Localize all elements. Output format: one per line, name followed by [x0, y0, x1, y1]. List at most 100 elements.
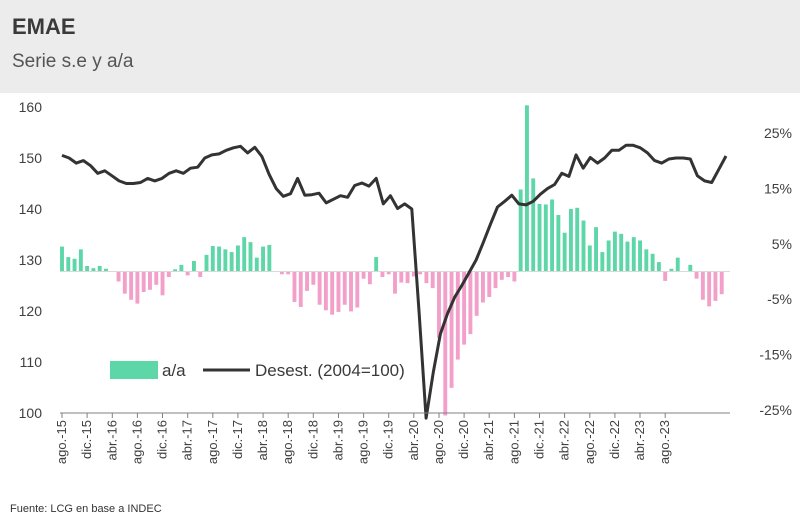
left-axis: 160 150 140 130 120 110 100	[19, 99, 43, 421]
yoy-bar	[223, 249, 228, 272]
x-tick-label: ago.-17	[205, 420, 220, 464]
yoy-bar	[656, 262, 661, 272]
yoy-bar	[129, 271, 134, 300]
yoy-bar	[166, 271, 171, 278]
yoy-bar	[374, 257, 379, 272]
yoy-bar	[66, 257, 71, 272]
yoy-bar	[367, 271, 372, 285]
legend-label-desest: Desest. (2004=100)	[255, 361, 405, 380]
source-note: Fuente: LCG en base a INDEC	[10, 503, 162, 515]
x-tick-label: abr.-19	[331, 420, 346, 460]
yoy-bar	[399, 271, 404, 283]
x-tick-label: ago.-18	[280, 420, 295, 464]
yoy-bar	[443, 271, 448, 416]
x-tick-label: dic.-17	[230, 420, 245, 459]
yoy-bar	[700, 271, 705, 300]
x-tick-label: abr.-20	[406, 420, 421, 460]
chart-header: EMAE Serie s.e y a/a	[0, 0, 800, 93]
yoy-bar	[625, 241, 630, 272]
left-tick-label: 120	[19, 303, 43, 319]
yoy-bar	[669, 268, 674, 272]
yoy-bar	[198, 271, 203, 278]
right-tick-label: 5%	[772, 236, 792, 252]
yoy-bar	[254, 257, 259, 272]
left-tick-label: 150	[19, 150, 43, 166]
yoy-bar	[261, 246, 266, 272]
yoy-bar	[323, 271, 328, 311]
legend-label-yoy: a/a	[162, 361, 186, 380]
yoy-bar	[537, 203, 542, 272]
yoy-bar	[462, 271, 467, 345]
yoy-bar	[361, 271, 366, 279]
yoy-bar	[418, 271, 423, 275]
yoy-bar	[713, 271, 718, 301]
x-tick-label: ago.-16	[129, 420, 144, 464]
yoy-bar	[292, 271, 297, 302]
yoy-bar	[694, 271, 699, 279]
desest-line	[61, 143, 728, 420]
yoy-bar	[688, 264, 693, 272]
yoy-bar	[512, 271, 517, 282]
x-tick-label: dic.-18	[305, 420, 320, 459]
yoy-bar	[393, 271, 397, 294]
left-tick-label: 130	[19, 252, 43, 268]
x-tick-label: ago.-15	[54, 420, 69, 464]
yoy-bar	[600, 252, 605, 272]
yoy-bar	[562, 232, 567, 272]
yoy-bar	[499, 271, 504, 280]
yoy-bar	[568, 208, 573, 272]
legend: a/a Desest. (2004=100)	[110, 361, 405, 380]
yoy-bar	[468, 271, 473, 335]
yoy-bar	[141, 271, 146, 292]
x-tick-label: abr.-23	[632, 420, 647, 460]
yoy-bar	[78, 249, 83, 272]
yoy-bar	[185, 271, 190, 276]
yoy-bar	[192, 260, 196, 272]
yoy-bar	[449, 271, 454, 388]
yoy-bar	[148, 271, 152, 290]
right-tick-label: 15%	[764, 180, 792, 196]
yoy-bar	[204, 254, 209, 272]
yoy-bar	[606, 240, 611, 272]
yoy-bar	[424, 271, 429, 284]
yoy-bar	[543, 204, 548, 272]
chart-subtitle: Serie s.e y a/a	[12, 51, 134, 72]
yoy-bar	[612, 231, 617, 272]
yoy-bars	[60, 105, 724, 416]
x-axis: ago.-15 dic.-15 abr.-16 ago.-16 dic.-16 abr.-…	[54, 413, 672, 464]
yoy-bar	[631, 237, 636, 272]
yoy-bar	[160, 271, 165, 296]
yoy-bar	[286, 271, 291, 275]
x-tick-label: ago.-23	[657, 420, 672, 464]
yoy-bar	[430, 271, 435, 289]
yoy-bar	[380, 271, 385, 278]
yoy-bar	[217, 246, 222, 272]
yoy-bar	[550, 199, 555, 272]
yoy-bar	[311, 271, 316, 285]
yoy-bar	[487, 271, 492, 297]
yoy-bar	[355, 271, 360, 308]
left-tick-label: 160	[19, 99, 43, 115]
yoy-bar	[581, 220, 586, 272]
yoy-bar	[154, 271, 159, 285]
yoy-bar	[638, 240, 642, 272]
right-tick-label: -15%	[759, 347, 792, 363]
yoy-bar	[663, 271, 668, 281]
yoy-bar	[317, 271, 322, 305]
yoy-bar	[342, 271, 347, 305]
x-tick-label: abr.-18	[255, 420, 270, 460]
yoy-bar	[650, 253, 655, 272]
yoy-bar	[437, 271, 441, 338]
right-tick-label: -5%	[767, 291, 792, 307]
yoy-bar	[525, 105, 529, 272]
yoy-bar	[229, 252, 234, 272]
yoy-bar	[60, 246, 64, 272]
left-tick-label: 100	[19, 405, 43, 421]
left-tick-label: 140	[19, 201, 43, 217]
chart-title: EMAE	[12, 14, 76, 39]
yoy-bar	[644, 249, 649, 272]
yoy-bar	[298, 271, 303, 307]
yoy-bar	[531, 178, 536, 272]
yoy-bar	[506, 271, 511, 278]
